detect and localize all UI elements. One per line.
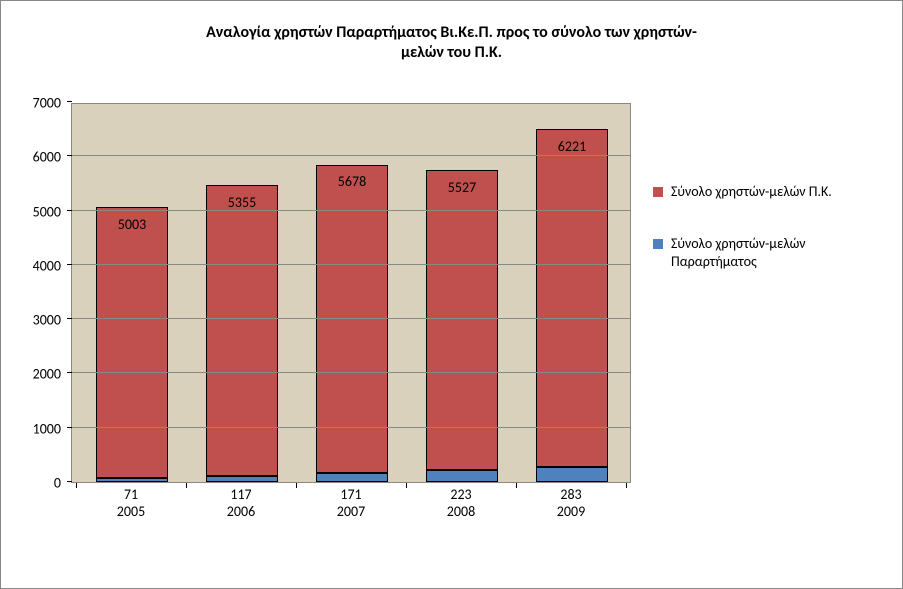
x-tick-mark [406,483,407,488]
bar-value-label-top: 6221 [558,138,586,155]
bar-segment-bottom [316,473,388,482]
x-axis-label: 1172006 [227,487,255,521]
gridline [72,210,630,211]
y-tick-label: 6000 [33,149,61,166]
y-tick-mark [67,427,72,428]
bar-group: 5527 [426,170,498,482]
bar-value-label-top: 5003 [118,216,146,233]
bar-group: 6221 [536,129,608,482]
y-tick-mark [67,372,72,373]
x-axis-label: 2232008 [447,487,475,521]
legend-item: Σύνολο χρηστών-μελών Παραρτήματος [653,235,888,271]
bar-group: 5355 [206,185,278,482]
chart-title: Αναλογία χρηστών Παραρτήματος Βι.Κε.Π. π… [55,23,848,63]
legend-item: Σύνολο χρηστών-μελών Π.Κ. [653,183,888,201]
bar-value-label-top: 5527 [448,179,476,196]
x-tick-mark [296,483,297,488]
legend-label: Σύνολο χρηστών-μελών Π.Κ. [671,183,832,201]
y-tick-mark [67,318,72,319]
bar-segment-top [96,207,168,479]
x-tick-mark [186,483,187,488]
x-tick-mark [516,483,517,488]
x-axis: 712005 1172006 1712007 2232008 2832009 [71,483,631,533]
bar-segment-top [536,129,608,467]
y-tick-label: 4000 [33,257,61,274]
gridline [72,318,630,319]
legend-swatch [653,187,663,197]
gridline [72,372,630,373]
gridline [72,264,630,265]
title-line-1: Αναλογία χρηστών Παραρτήματος Βι.Κε.Π. π… [206,23,697,42]
bar-value-label-top: 5355 [228,194,256,211]
x-axis-label: 1712007 [337,487,365,521]
x-tick-mark [626,483,627,488]
y-tick-label: 0 [54,475,61,492]
bar-segment-bottom [206,476,278,482]
legend: Σύνολο χρηστών-μελών Π.Κ. Σύνολο χρηστών-… [631,83,888,533]
x-axis-label: 2832009 [557,487,585,521]
title-line-2: μελών του Π.Κ. [401,43,502,62]
legend-swatch [653,239,663,249]
y-tick-label: 7000 [33,95,61,112]
bar-group: 5003 [96,207,168,482]
plot-wrap: 5003 5355 5678 5527 6221 712005 1172006 171200… [71,83,631,533]
plot-area: 5003 5355 5678 5527 6221 [71,103,631,483]
y-tick-mark [67,264,72,265]
bar-segment-bottom [536,467,608,482]
bar-segment-bottom [96,478,168,482]
x-axis-label: 712005 [117,487,145,521]
y-tick-label: 3000 [33,312,61,329]
bar-segment-top [206,185,278,476]
y-tick-label: 5000 [33,203,61,220]
y-axis: 0 1000 2000 3000 4000 5000 6000 7000 [15,83,71,533]
x-tick-mark [76,483,77,488]
y-tick-mark [67,210,72,211]
y-tick-mark [67,155,72,156]
gridline [72,155,630,156]
chart-body: 0 1000 2000 3000 4000 5000 6000 7000 5003 5355 56… [15,83,888,533]
bar-segment-bottom [426,470,498,482]
bar-value-label-top: 5678 [338,173,366,190]
y-tick-label: 1000 [33,420,61,437]
y-tick-mark [67,101,72,102]
bar-segment-top [426,170,498,470]
chart-container: Αναλογία χρηστών Παραρτήματος Βι.Κε.Π. π… [0,0,903,589]
gridline [72,427,630,428]
bars-layer: 5003 5355 5678 5527 6221 [72,104,630,482]
legend-label: Σύνολο χρηστών-μελών Παραρτήματος [671,235,871,271]
y-tick-mark [67,481,72,482]
y-tick-label: 2000 [33,366,61,383]
bar-group: 5678 [316,164,388,482]
